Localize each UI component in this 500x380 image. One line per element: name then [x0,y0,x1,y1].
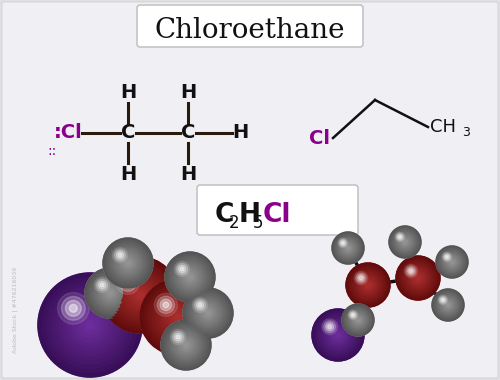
Circle shape [178,265,186,273]
Circle shape [186,273,194,281]
Circle shape [156,295,200,339]
Circle shape [102,257,178,333]
Circle shape [354,270,382,300]
Circle shape [312,309,364,361]
Circle shape [352,314,354,316]
Circle shape [350,267,387,303]
Circle shape [116,251,124,259]
Circle shape [196,301,204,309]
Circle shape [100,283,120,303]
Circle shape [340,240,356,256]
Circle shape [102,285,118,301]
Circle shape [100,283,104,287]
Circle shape [359,276,377,294]
Circle shape [356,319,360,321]
Circle shape [98,280,122,306]
Circle shape [182,341,190,349]
Circle shape [137,292,143,298]
Circle shape [116,250,140,276]
Circle shape [406,266,416,276]
Circle shape [89,272,131,314]
Circle shape [340,241,345,245]
Circle shape [150,288,206,345]
Text: ::: :: [48,144,56,158]
Circle shape [109,244,147,282]
Circle shape [140,279,216,355]
Circle shape [416,276,420,280]
Circle shape [85,268,135,318]
Circle shape [352,315,364,325]
Circle shape [320,318,356,352]
Circle shape [446,256,448,258]
Circle shape [322,319,338,334]
Circle shape [130,285,150,304]
Circle shape [86,321,94,329]
Circle shape [194,299,205,311]
Circle shape [183,288,233,338]
Circle shape [106,289,114,297]
Circle shape [202,307,214,319]
Circle shape [107,242,149,284]
Circle shape [444,255,450,259]
Circle shape [342,241,354,255]
Circle shape [400,237,410,247]
Circle shape [442,298,454,312]
Circle shape [114,270,166,320]
Circle shape [404,264,417,278]
Text: 2: 2 [229,214,239,232]
Circle shape [187,292,229,334]
Circle shape [396,256,440,300]
Circle shape [356,317,360,323]
Circle shape [436,246,468,278]
Circle shape [56,290,124,359]
Circle shape [122,277,134,289]
Circle shape [410,271,426,285]
Circle shape [184,343,188,347]
Circle shape [338,238,347,248]
Circle shape [122,257,134,269]
Circle shape [168,307,188,326]
Circle shape [442,252,452,262]
Circle shape [108,291,112,295]
Circle shape [366,283,370,287]
Circle shape [390,227,420,256]
Circle shape [112,246,144,280]
Circle shape [172,311,184,323]
Text: CH: CH [430,118,456,136]
Circle shape [342,304,374,336]
Circle shape [336,236,360,260]
Circle shape [128,282,152,308]
Circle shape [332,232,364,264]
Text: H: H [239,202,261,228]
Circle shape [401,238,409,246]
FancyBboxPatch shape [197,185,358,235]
Circle shape [68,303,112,347]
Circle shape [354,316,362,324]
Circle shape [196,301,220,326]
Text: H: H [120,166,136,185]
Circle shape [436,293,460,317]
Circle shape [125,280,130,286]
Text: Cl: Cl [263,202,292,228]
Circle shape [442,253,462,271]
Circle shape [438,295,448,305]
Circle shape [362,280,374,290]
Circle shape [94,276,126,310]
Circle shape [325,322,351,348]
Circle shape [116,271,140,294]
Circle shape [143,282,213,352]
Circle shape [323,320,353,350]
Circle shape [438,247,466,277]
Circle shape [446,304,450,306]
Circle shape [72,308,108,342]
Circle shape [450,261,454,263]
Circle shape [124,259,132,267]
Circle shape [409,269,427,287]
Circle shape [344,244,352,252]
Circle shape [134,289,146,301]
Circle shape [438,249,466,276]
Circle shape [393,230,417,254]
Circle shape [352,269,384,301]
Circle shape [344,307,372,333]
